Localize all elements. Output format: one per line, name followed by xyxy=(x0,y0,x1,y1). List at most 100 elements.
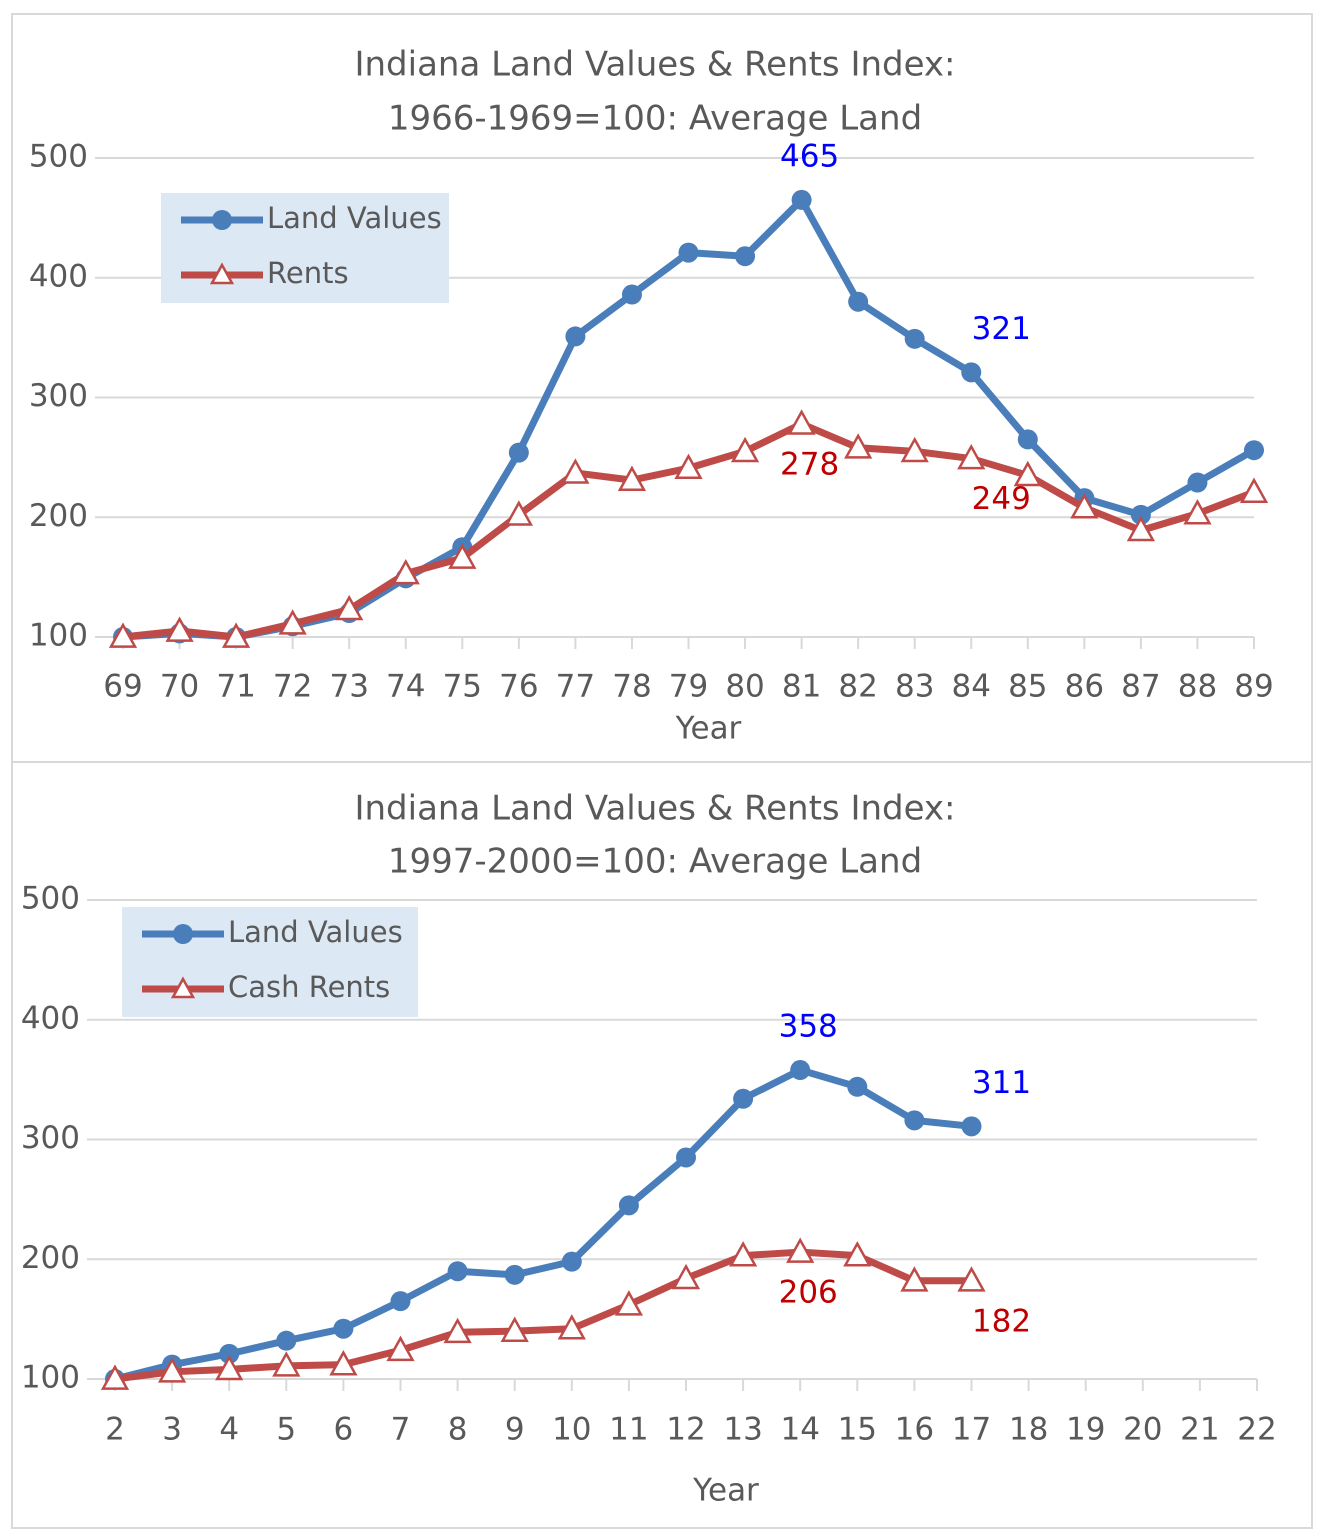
legend-label: Cash Rents xyxy=(228,970,390,1004)
data-point xyxy=(1070,493,1099,519)
data-point xyxy=(1244,440,1264,461)
x-tick-label: 79 xyxy=(669,669,708,705)
data-point xyxy=(447,1261,468,1282)
x-tick-label: 87 xyxy=(1121,669,1160,705)
data-point xyxy=(730,436,760,463)
data-point xyxy=(504,1264,525,1285)
data-point xyxy=(390,1291,411,1312)
y-tick-label: 100 xyxy=(21,1360,80,1396)
data-label: 182 xyxy=(972,1303,1031,1339)
data-label: 321 xyxy=(972,311,1031,347)
x-tick-label: 71 xyxy=(216,669,255,705)
data-label: 358 xyxy=(779,1009,838,1045)
data-point xyxy=(904,1110,925,1131)
data-point xyxy=(618,1195,639,1216)
data-point xyxy=(215,1354,244,1381)
data-point xyxy=(674,453,703,480)
data-point xyxy=(787,409,816,435)
y-tick-label: 400 xyxy=(21,1000,80,1036)
data-point xyxy=(844,433,873,459)
legend-box xyxy=(161,193,449,303)
x-tick-label: 21 xyxy=(1180,1412,1219,1448)
y-tick-label: 200 xyxy=(29,498,88,534)
x-tick-label: 78 xyxy=(612,669,651,705)
data-point xyxy=(957,443,986,470)
series-line xyxy=(114,1066,972,1383)
x-tick-label: 22 xyxy=(1237,1412,1276,1448)
data-point xyxy=(843,1241,872,1267)
data-point xyxy=(676,1147,696,1168)
y-tick-label: 500 xyxy=(21,881,80,917)
legend-marker xyxy=(170,976,196,999)
x-tick-label: 83 xyxy=(895,669,934,705)
x-tick-label: 7 xyxy=(391,1412,411,1448)
legend-marker xyxy=(209,262,235,285)
x-tick-label: 9 xyxy=(505,1412,525,1448)
x-tick-label: 8 xyxy=(448,1412,468,1448)
data-point xyxy=(504,500,533,526)
chart-title: Indiana Land Values & Rents Index: xyxy=(354,45,955,85)
data-point xyxy=(1013,460,1042,487)
x-tick-label: 19 xyxy=(1066,1412,1105,1448)
y-tick-label: 300 xyxy=(21,1120,80,1156)
data-point xyxy=(1017,429,1038,450)
data-point xyxy=(957,1266,986,1292)
data-label: 465 xyxy=(780,138,839,174)
data-point xyxy=(1183,499,1212,525)
data-point xyxy=(329,1350,358,1376)
y-tick-label: 200 xyxy=(21,1240,80,1276)
y-tick-label: 400 xyxy=(29,258,88,294)
x-tick-label: 72 xyxy=(273,669,312,705)
data-point xyxy=(1187,472,1208,493)
x-tick-label: 15 xyxy=(838,1412,877,1448)
data-label: 206 xyxy=(779,1275,838,1311)
y-tick-label: 100 xyxy=(29,618,88,654)
chart-subtitle: 1997-2000=100: Average Land xyxy=(388,842,922,882)
data-point xyxy=(621,284,642,305)
data-point xyxy=(735,246,756,267)
x-tick-label: 10 xyxy=(552,1412,591,1448)
data-point xyxy=(786,1237,815,1263)
data-point xyxy=(561,1251,582,1272)
legend-marker xyxy=(173,924,193,944)
x-tick-label: 77 xyxy=(556,669,595,705)
data-point xyxy=(614,1290,644,1316)
data-point xyxy=(565,326,586,347)
data-point xyxy=(733,1088,754,1109)
data-label: 311 xyxy=(972,1065,1031,1101)
x-tick-label: 73 xyxy=(329,669,368,705)
data-point xyxy=(678,242,699,263)
data-point xyxy=(617,465,647,491)
data-point xyxy=(791,189,812,210)
x-tick-label: 6 xyxy=(334,1412,354,1448)
x-tick-label: 82 xyxy=(838,669,877,705)
chart-title: Indiana Land Values & Rents Index: xyxy=(354,789,955,829)
x-tick-label: 11 xyxy=(609,1412,648,1448)
x-tick-label: 20 xyxy=(1123,1412,1162,1448)
data-point xyxy=(165,616,194,642)
data-point xyxy=(391,558,420,585)
x-tick-label: 18 xyxy=(1009,1412,1048,1448)
data-point xyxy=(1126,515,1156,542)
data-point xyxy=(848,291,869,312)
x-axis-title: Year xyxy=(692,1473,759,1509)
data-point xyxy=(561,458,590,484)
x-tick-label: 69 xyxy=(103,669,142,705)
x-tick-label: 4 xyxy=(219,1412,239,1448)
data-point xyxy=(557,1314,586,1340)
data-point xyxy=(900,1266,929,1292)
x-tick-label: 80 xyxy=(725,669,764,705)
legend-marker xyxy=(212,210,232,230)
data-point xyxy=(219,1343,240,1364)
series-line xyxy=(114,1248,972,1383)
x-tick-label: 14 xyxy=(780,1412,819,1448)
data-point xyxy=(904,328,925,349)
x-tick-label: 84 xyxy=(952,669,991,705)
data-label: 278 xyxy=(780,446,839,482)
data-point xyxy=(1239,477,1269,503)
x-tick-label: 12 xyxy=(666,1412,705,1448)
x-tick-label: 89 xyxy=(1234,669,1273,705)
data-point xyxy=(508,442,529,463)
x-tick-label: 3 xyxy=(162,1412,182,1448)
